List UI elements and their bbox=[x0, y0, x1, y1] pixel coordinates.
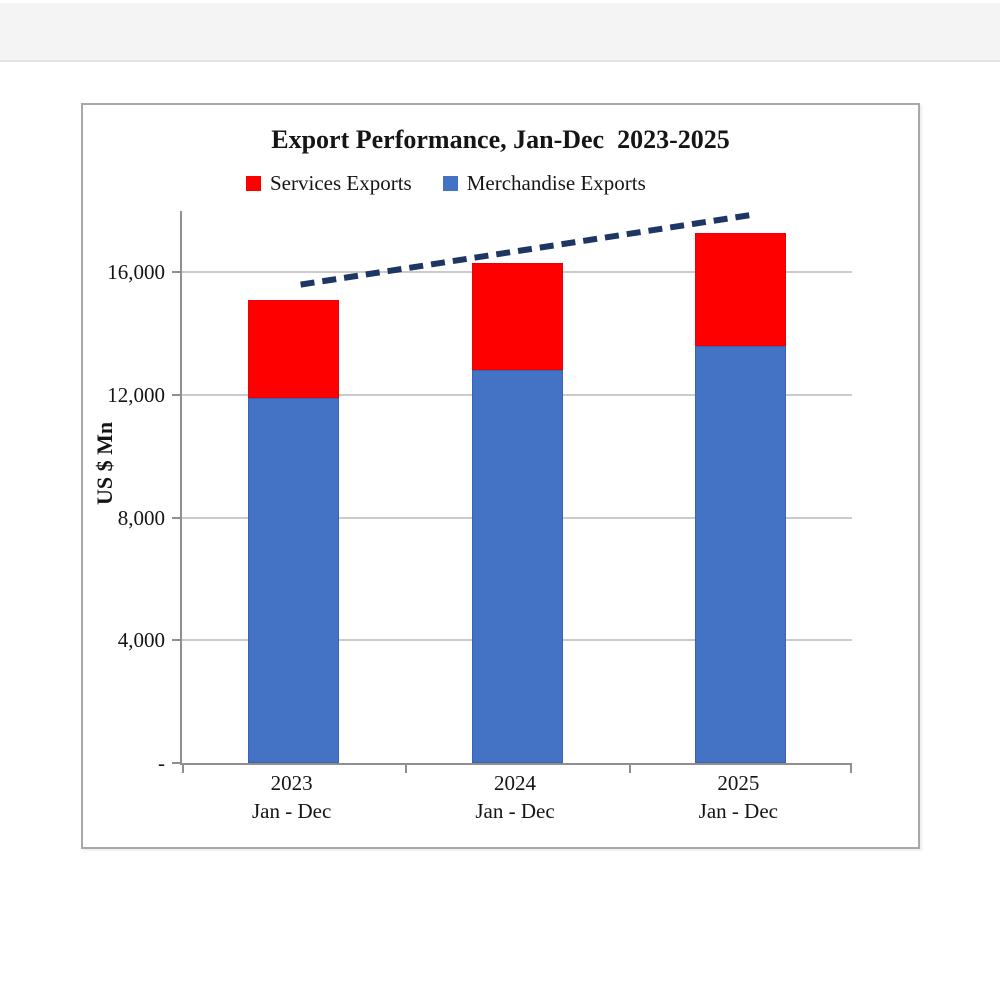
y-axis-labels: 16,000 12,000 8,000 4,000 - bbox=[83, 105, 165, 847]
header-band bbox=[0, 3, 1000, 62]
chart-legend: Services Exports Merchandise Exports bbox=[246, 171, 646, 196]
y-tick-label-: - bbox=[158, 751, 165, 775]
chart-title: Export Performance, Jan-Dec 2023-2025 bbox=[271, 125, 730, 154]
bar-2023-jan-dec-merchandise-exports bbox=[248, 398, 340, 763]
x-axis-tick-mark bbox=[850, 765, 852, 773]
x-label-period: Jan - Dec bbox=[698, 799, 778, 823]
x-category-label-2023: 2023 Jan - Dec bbox=[197, 769, 387, 825]
y-axis-tick-mark bbox=[172, 394, 180, 396]
y-tick-label-8-000: 8,000 bbox=[117, 505, 165, 530]
legend-item-services-exports: Services Exports bbox=[246, 171, 412, 196]
y-tick-label-16-000: 16,000 bbox=[107, 260, 165, 285]
plot-area bbox=[172, 211, 852, 773]
x-category-label-2025: 2025 Jan - Dec bbox=[643, 769, 833, 825]
y-tick-label-4-000: 4,000 bbox=[117, 628, 165, 653]
x-axis-labels: 2023 Jan - Dec 2024 Jan - Dec 2025 Jan - Dec bbox=[83, 769, 918, 839]
x-label-period: Jan - Dec bbox=[252, 799, 332, 823]
x-axis-tick-mark bbox=[628, 765, 631, 773]
legend-label: Merchandise Exports bbox=[466, 171, 646, 195]
x-axis-tick-mark bbox=[182, 765, 184, 773]
bar-2025-jan-dec-merchandise-exports bbox=[694, 345, 786, 763]
legend-label: Services Exports bbox=[270, 171, 412, 195]
y-axis-tick-mark bbox=[172, 271, 180, 274]
y-axis-tick-mark bbox=[172, 762, 180, 764]
x-category-label-2024: 2024 Jan - Dec bbox=[420, 769, 610, 825]
legend-swatch-services-exports bbox=[246, 176, 261, 191]
y-axis-tick-mark bbox=[172, 516, 180, 519]
bar-2024-jan-dec-merchandise-exports bbox=[471, 370, 563, 763]
bar-2023-jan-dec-services-exports bbox=[248, 299, 340, 399]
y-tick-label-12-000: 12,000 bbox=[107, 383, 165, 407]
chart-container: Export Performance, Jan-Dec 2023-2025 Se… bbox=[81, 103, 920, 849]
bar-2025-jan-dec-services-exports bbox=[694, 233, 786, 346]
legend-swatch-merchandise-exports bbox=[442, 176, 458, 191]
x-axis-tick-mark bbox=[405, 765, 408, 773]
legend-item-merchandise-exports: Merchandise Exports bbox=[442, 171, 646, 196]
y-axis-tick-mark bbox=[172, 639, 180, 642]
x-label-year: 2025 bbox=[717, 771, 760, 795]
bar-2024-jan-dec-services-exports bbox=[471, 263, 563, 371]
x-label-year: 2023 bbox=[270, 771, 313, 795]
x-label-year: 2024 bbox=[494, 771, 536, 795]
x-label-period: Jan - Dec bbox=[475, 799, 555, 823]
